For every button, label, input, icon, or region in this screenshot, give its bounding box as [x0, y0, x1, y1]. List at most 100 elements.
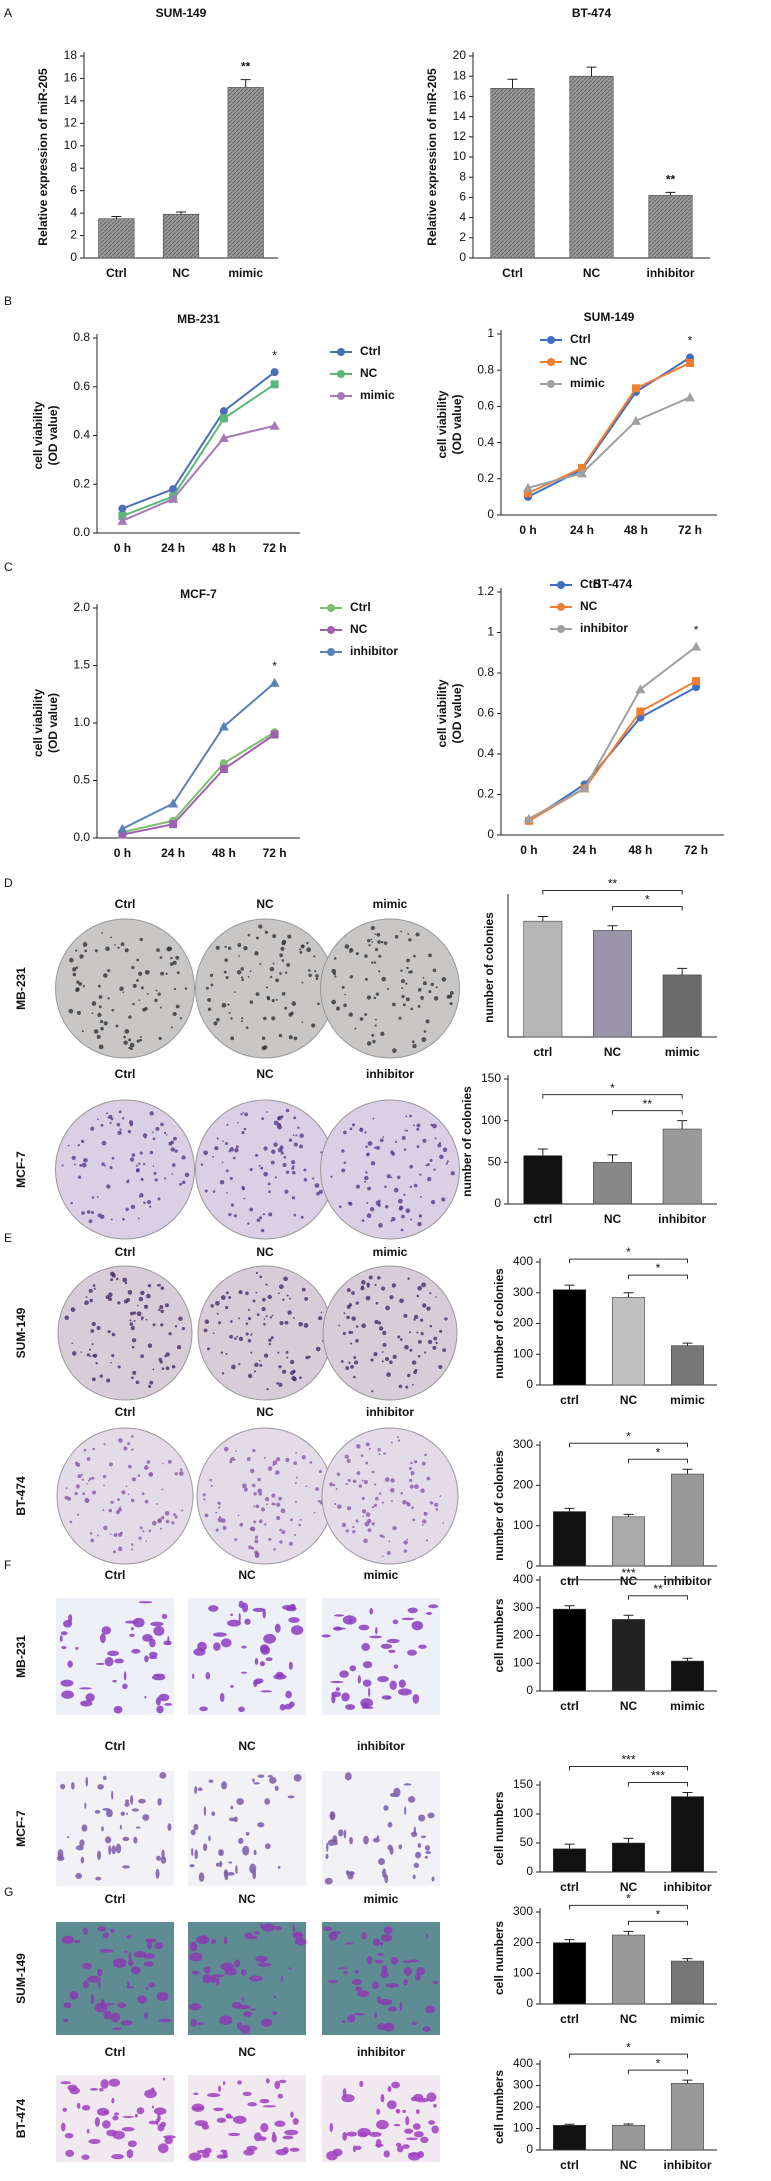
- column-label: Ctrl: [115, 1405, 136, 1419]
- cell: [222, 2149, 228, 2159]
- colony: [209, 973, 214, 978]
- colony: [202, 1493, 206, 1497]
- colony: [91, 1476, 95, 1480]
- colony: [179, 1471, 184, 1476]
- colony: [220, 1295, 226, 1300]
- colony: [157, 1518, 162, 1523]
- bracket: [569, 1258, 688, 1264]
- colony: [165, 1352, 170, 1357]
- column-label: NC: [256, 1067, 274, 1081]
- bar: [662, 1128, 702, 1205]
- colony: [442, 1522, 445, 1524]
- colony: [177, 1345, 182, 1350]
- colony: [128, 1046, 131, 1050]
- cell: [223, 1936, 228, 1945]
- colony: [144, 1006, 148, 1011]
- cell: [131, 1808, 139, 1812]
- colony: [371, 1522, 375, 1526]
- y-axis-label: cell numbers: [492, 1791, 506, 1865]
- cell: [264, 1798, 271, 1805]
- cell: [387, 2006, 398, 2012]
- cell: [282, 2135, 294, 2140]
- colony: [255, 1271, 259, 1275]
- colony: [137, 1217, 140, 1220]
- colony: [422, 1519, 427, 1524]
- cell: [343, 1829, 347, 1839]
- colony: [165, 1366, 170, 1371]
- y-tick-label: 400: [513, 2056, 533, 2070]
- cell: [375, 2138, 382, 2148]
- colony: [258, 1164, 261, 1167]
- colony: [131, 1338, 137, 1343]
- y-tick-label: 10: [64, 138, 78, 152]
- colony: [77, 1175, 82, 1179]
- chart-title: BT-474: [593, 577, 633, 591]
- column-label: Ctrl: [115, 897, 136, 911]
- colony: [204, 1189, 208, 1193]
- cell: [79, 1687, 92, 1690]
- row-label: BT-474: [14, 2099, 28, 2139]
- cell: [112, 2130, 125, 2140]
- chart-title: MB-231: [177, 312, 220, 326]
- bar: [662, 974, 702, 1038]
- cell: [266, 2078, 270, 2084]
- colony: [174, 1515, 178, 1519]
- colony: [385, 1305, 390, 1311]
- cell: [76, 2102, 81, 2109]
- error-bar: [240, 79, 251, 88]
- colony: [417, 1221, 422, 1227]
- point: [219, 414, 228, 423]
- colony: [88, 1288, 93, 1293]
- colony: [379, 1138, 384, 1143]
- colony: [295, 1476, 298, 1479]
- colony: [263, 1171, 268, 1177]
- colony: [181, 1155, 186, 1160]
- point: [686, 358, 694, 367]
- colony: [284, 1189, 289, 1194]
- cell: [428, 2120, 436, 2125]
- cell: [227, 1619, 242, 1627]
- colony: [421, 1037, 427, 1042]
- line: [122, 383, 276, 517]
- y-tick-label: 200: [513, 1316, 533, 1330]
- photo: [195, 1099, 335, 1240]
- colony: [174, 1149, 178, 1153]
- colony: [86, 1353, 91, 1357]
- colony: [409, 1484, 414, 1489]
- cell: [112, 2115, 119, 2121]
- cell: [383, 1805, 389, 1811]
- colony: [271, 1493, 276, 1498]
- cell: [153, 1625, 165, 1636]
- cell: [344, 1772, 352, 1781]
- cell: [332, 1931, 342, 1935]
- cell: [377, 1676, 389, 1683]
- colony: [406, 966, 409, 970]
- colony: [160, 1122, 164, 1127]
- x-tick-label: 48 h: [212, 541, 236, 555]
- colony: [439, 1154, 444, 1160]
- colony: [75, 949, 78, 952]
- y-tick-label: 0.8: [477, 362, 494, 376]
- colony: [156, 948, 160, 952]
- cell: [89, 2087, 99, 2091]
- colony: [139, 1151, 143, 1155]
- colony: [90, 1329, 95, 1333]
- colony: [334, 975, 337, 978]
- cell: [257, 1822, 265, 1828]
- colony: [361, 1496, 365, 1501]
- colony: [116, 1277, 119, 1281]
- colony: [261, 1036, 266, 1040]
- colony: [361, 1479, 364, 1482]
- colony: [350, 1342, 353, 1345]
- colony: [98, 1044, 104, 1050]
- point: [579, 783, 590, 793]
- colony: [213, 1021, 218, 1026]
- colony: [384, 1185, 387, 1189]
- cell: [125, 1799, 129, 1804]
- colony: [408, 1467, 413, 1471]
- colony: [405, 1385, 409, 1389]
- colony: [254, 1550, 258, 1555]
- cell: [388, 1649, 396, 1653]
- colony: [164, 1511, 170, 1516]
- colony: [90, 1126, 95, 1131]
